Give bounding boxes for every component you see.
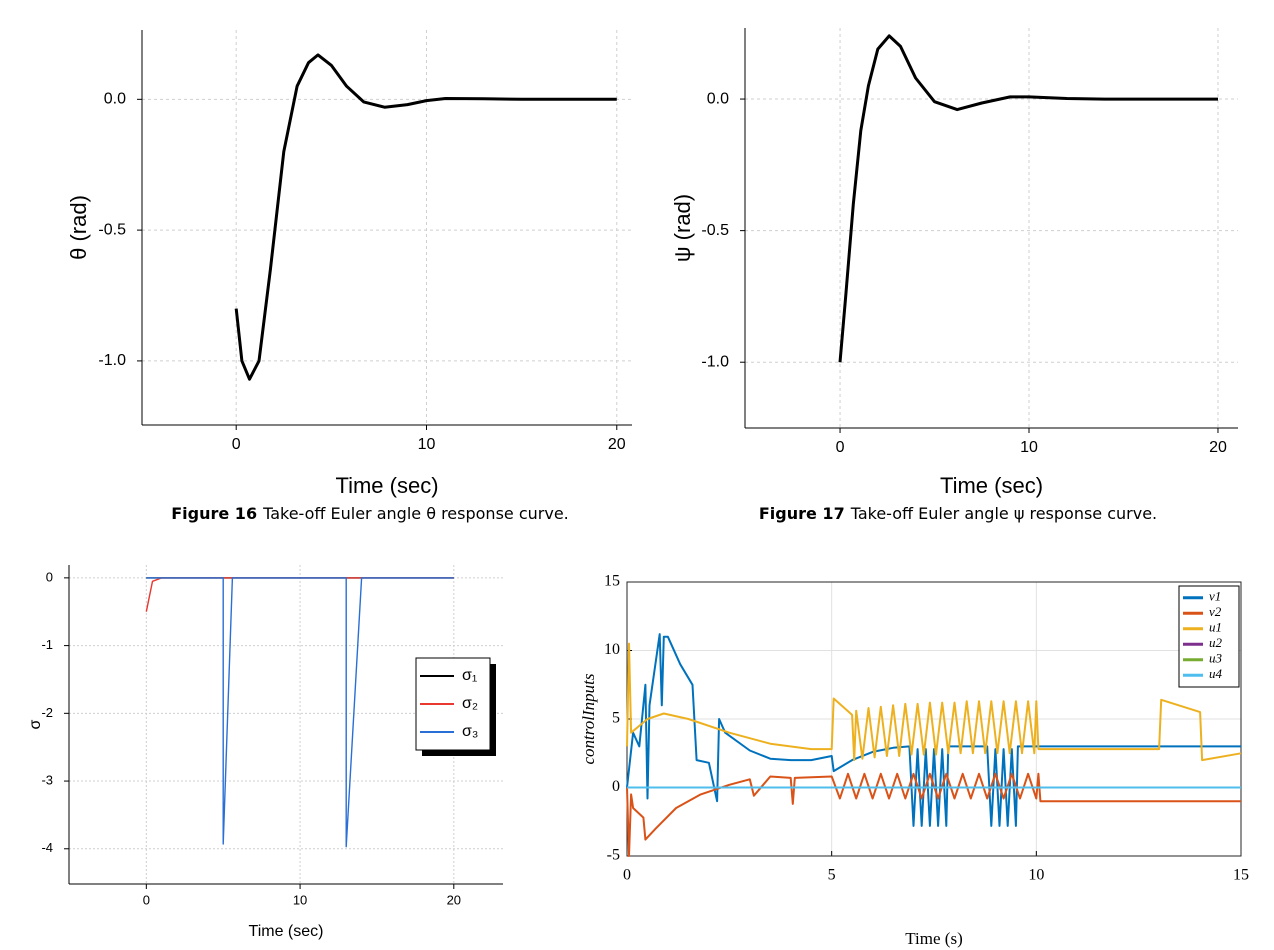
series-line xyxy=(234,53,617,381)
y-tick-label: -5 xyxy=(607,847,620,864)
legend-label: u1 xyxy=(1209,620,1222,635)
y-tick-label: -1 xyxy=(41,637,53,652)
y-tick-label: -1.0 xyxy=(701,353,729,370)
legend-box xyxy=(1178,585,1240,688)
x-tick-label: 10 xyxy=(1028,867,1044,884)
x-axis-label: Time (s) xyxy=(905,929,962,948)
chart: 0 10 20 -1.0 -0.5 0.0 Time (sec) ψ (rad) xyxy=(670,28,1238,498)
x-tick-label: 20 xyxy=(447,892,461,907)
legend-label: u3 xyxy=(1209,651,1223,666)
figure-label: Figure 16 xyxy=(171,504,257,523)
series-line xyxy=(626,642,1242,762)
x-axis-label: Time (sec) xyxy=(940,473,1043,498)
x-tick-label: 0 xyxy=(623,867,631,884)
x-tick-label: 10 xyxy=(1020,439,1038,456)
legend-label: σ₁ xyxy=(462,667,477,684)
chart: 0 10 20 -1.0 -0.5 0.0 Time (sec) θ (rad) xyxy=(66,30,632,498)
x-tick-label: 10 xyxy=(293,892,307,907)
y-tick-label: 10 xyxy=(604,641,620,658)
y-tick-label: 0.0 xyxy=(707,90,729,107)
legend-label: σ₃ xyxy=(462,723,478,740)
y-tick-label: 15 xyxy=(604,573,620,590)
y-axis-label: ψ (rad) xyxy=(670,194,695,262)
x-tick-label: 10 xyxy=(418,436,436,453)
y-axis-label: σ xyxy=(27,719,44,729)
caption-16: Figure 16 Take-off Euler angle θ response… xyxy=(171,504,569,523)
x-tick-label: 0 xyxy=(232,436,241,453)
series-line xyxy=(626,772,1241,857)
series-line xyxy=(838,34,1218,363)
y-tick-label: -4 xyxy=(41,840,53,855)
x-tick-label: 5 xyxy=(828,867,836,884)
caption-text: Take-off Euler angle ψ response curve. xyxy=(850,504,1157,523)
x-tick-label: 0 xyxy=(836,439,845,456)
figure-label: Figure 17 xyxy=(759,504,845,523)
y-tick-label: -1.0 xyxy=(98,352,126,369)
y-axis-label: controlInputs xyxy=(579,673,598,764)
x-tick-label: 15 xyxy=(1233,867,1249,884)
y-tick-label: 0 xyxy=(612,778,620,795)
caption-17: Figure 17 Take-off Euler angle ψ response… xyxy=(759,504,1157,523)
y-tick-label: 0.0 xyxy=(104,91,126,108)
series-line xyxy=(626,633,1241,827)
y-axis-label: θ (rad) xyxy=(66,195,91,260)
legend-label: v2 xyxy=(1209,604,1222,619)
legend-label: u4 xyxy=(1209,666,1223,681)
x-axis-label: Time (sec) xyxy=(249,923,324,940)
y-tick-label: 5 xyxy=(612,710,620,727)
y-tick-label: -3 xyxy=(41,772,53,787)
caption-text: Take-off Euler angle θ response curve. xyxy=(262,504,569,523)
x-tick-label: 0 xyxy=(143,892,150,907)
chart: 0 10 20 0 -1 -2 -3 -4 Time (sec) σ σ₁ σ₂ σ₃ xyxy=(27,565,503,940)
y-tick-label: -0.5 xyxy=(98,221,126,238)
series-line xyxy=(146,577,454,848)
x-tick-label: 20 xyxy=(1209,439,1227,456)
legend-label: u2 xyxy=(1209,635,1223,650)
legend-label: σ₂ xyxy=(462,695,478,712)
x-axis-label: Time (sec) xyxy=(335,473,438,498)
x-tick-label: 20 xyxy=(608,436,626,453)
y-tick-label: -0.5 xyxy=(701,222,729,239)
y-tick-label: -2 xyxy=(41,705,53,720)
y-tick-label: 0 xyxy=(46,569,53,584)
legend-label: v1 xyxy=(1209,589,1221,604)
